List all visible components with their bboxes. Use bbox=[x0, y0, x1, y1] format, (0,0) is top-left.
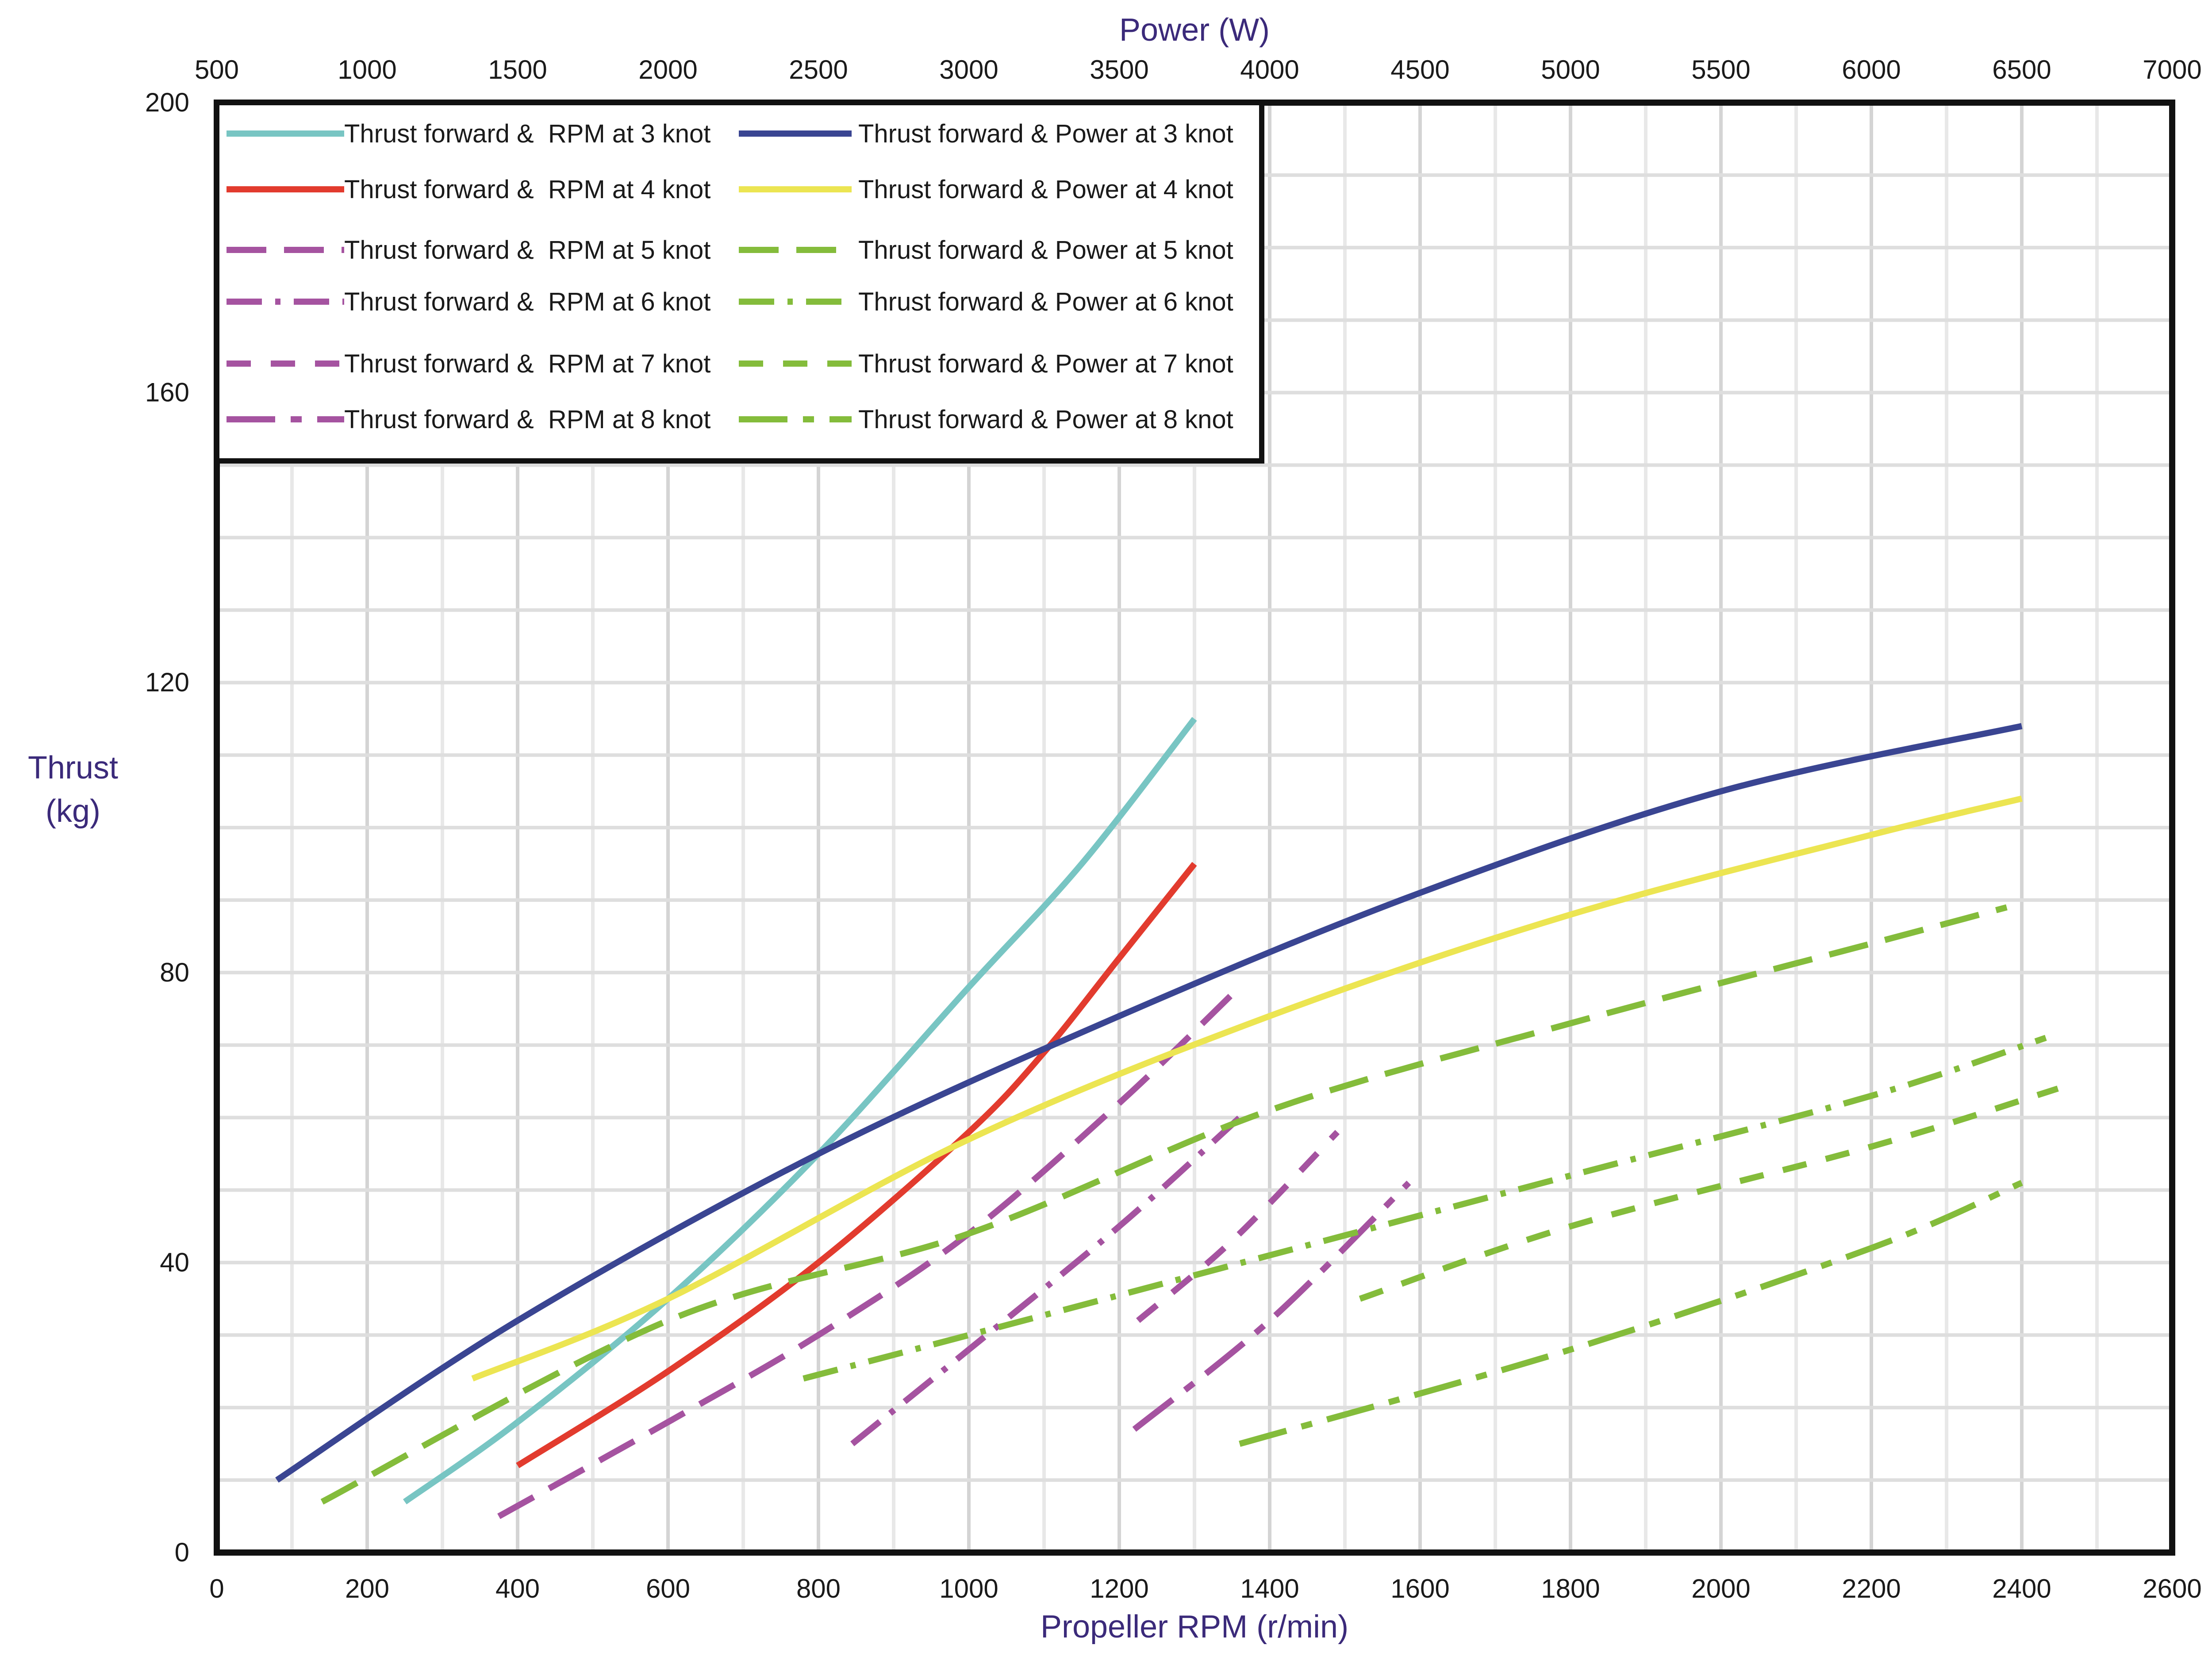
x-tick-label: 0 bbox=[209, 1574, 224, 1603]
x2-tick-label: 5500 bbox=[1691, 55, 1750, 84]
x-tick-label: 1200 bbox=[1090, 1574, 1148, 1603]
x-axis-ticks: 0 200 400 600 800 1000 1200 1400 1600 1800 2000 220… bbox=[209, 1574, 2201, 1603]
legend: Thrust forward & RPM at 3 knot Thrust for… bbox=[214, 100, 1264, 464]
legend-label-2: Thrust forward & RPM at 4 knot bbox=[344, 175, 710, 204]
legend-box bbox=[214, 100, 1264, 464]
legend-label-3: Thrust forward & RPM at 5 knot bbox=[344, 236, 710, 265]
x2-tick-label: 6000 bbox=[1842, 55, 1901, 84]
legend-label-11: Thrust forward & Power at 7 knot bbox=[858, 349, 1233, 378]
series-line-9 bbox=[320, 904, 2008, 1505]
x2-tick-label: 3500 bbox=[1090, 55, 1148, 84]
x-tick-label: 600 bbox=[646, 1574, 690, 1603]
legend-label-1: Thrust forward & RPM at 3 knot bbox=[344, 119, 710, 148]
y-tick-label: 160 bbox=[145, 378, 189, 407]
x-tick-label: 1400 bbox=[1240, 1574, 1299, 1603]
y-tick-label: 0 bbox=[175, 1538, 189, 1567]
x2-tick-label: 2500 bbox=[789, 55, 848, 84]
legend-label-7: Thrust forward & Power at 3 knot bbox=[858, 119, 1233, 148]
x-tick-label: 2200 bbox=[1842, 1574, 1901, 1603]
x2-tick-label: 7000 bbox=[2143, 55, 2201, 84]
y-tick-label: 200 bbox=[145, 88, 189, 117]
x2-tick-label: 5000 bbox=[1541, 55, 1600, 84]
legend-label-10: Thrust forward & Power at 6 knot bbox=[858, 288, 1233, 316]
series-line-2 bbox=[516, 862, 1197, 1469]
legend-label-5: Thrust forward & RPM at 7 knot bbox=[344, 349, 710, 378]
y-tick-label: 40 bbox=[160, 1247, 189, 1277]
x-tick-label: 2000 bbox=[1691, 1574, 1750, 1603]
legend-label-12: Thrust forward & Power at 8 knot bbox=[858, 405, 1233, 434]
series-line-6 bbox=[1132, 1181, 1411, 1432]
series-line-5 bbox=[1136, 1130, 1340, 1323]
y-axis-title-line1: Thrust bbox=[28, 750, 118, 786]
legend-label-6: Thrust forward & RPM at 8 knot bbox=[344, 405, 710, 434]
y-tick-label: 80 bbox=[160, 958, 189, 987]
series-line-3 bbox=[497, 992, 1234, 1519]
series-line-12 bbox=[1239, 1180, 2023, 1447]
legend-label-9: Thrust forward & Power at 5 knot bbox=[858, 236, 1233, 265]
x2-tick-label: 1500 bbox=[488, 55, 547, 84]
series-line-10 bbox=[803, 1035, 2047, 1382]
x2-tick-label: 1000 bbox=[338, 55, 396, 84]
x-axis-title: Propeller RPM (r/min) bbox=[1041, 1609, 1348, 1645]
x-tick-label: 2600 bbox=[2143, 1574, 2201, 1603]
x2-tick-label: 2000 bbox=[638, 55, 697, 84]
series-line-4 bbox=[850, 1115, 1242, 1446]
y-axis-title-line2: (kg) bbox=[46, 794, 100, 829]
y-axis-ticks: 0 40 80 120 160 200 bbox=[145, 88, 189, 1567]
y-tick-label: 120 bbox=[145, 667, 189, 697]
x2-tick-label: 3000 bbox=[939, 55, 998, 84]
x-tick-label: 800 bbox=[796, 1574, 841, 1603]
legend-label-8: Thrust forward & Power at 4 knot bbox=[858, 175, 1233, 204]
x-tick-label: 200 bbox=[345, 1574, 389, 1603]
legend-label-4: Thrust forward & RPM at 6 knot bbox=[344, 288, 710, 316]
x2-axis-ticks: 500 1000 1500 2000 2500 3000 3500 4000 4500 5000 5… bbox=[195, 55, 2202, 84]
x2-tick-label: 6500 bbox=[1992, 55, 2051, 84]
x-tick-label: 1000 bbox=[939, 1574, 998, 1603]
x2-tick-label: 4000 bbox=[1240, 55, 1299, 84]
x-tick-label: 400 bbox=[495, 1574, 540, 1603]
x2-axis-title: Power (W) bbox=[1119, 12, 1270, 48]
x2-tick-label: 500 bbox=[195, 55, 239, 84]
x-tick-label: 1800 bbox=[1541, 1574, 1600, 1603]
x2-tick-label: 4500 bbox=[1390, 55, 1449, 84]
x-tick-label: 2400 bbox=[1992, 1574, 2051, 1603]
series-lines bbox=[275, 717, 2059, 1519]
series-line-8 bbox=[471, 795, 2023, 1382]
x-tick-label: 1600 bbox=[1390, 1574, 1449, 1603]
series-line-11 bbox=[1359, 1085, 2059, 1302]
series-line-7 bbox=[275, 723, 2023, 1483]
